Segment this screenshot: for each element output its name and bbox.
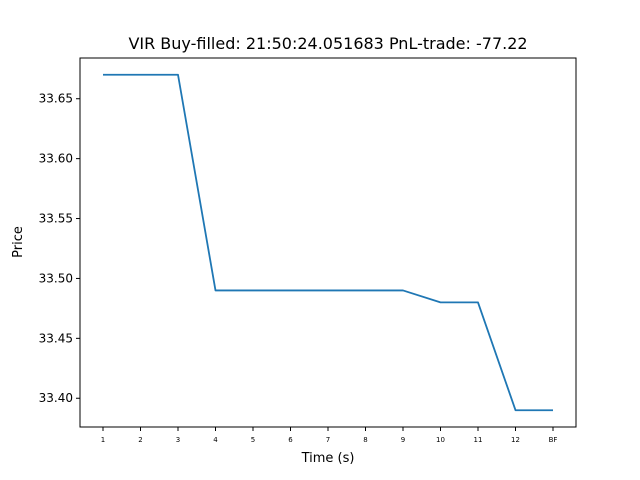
- x-tick-label: 3: [176, 436, 180, 444]
- x-tick-label: 4: [213, 436, 218, 444]
- x-tick-label: 1: [101, 436, 105, 444]
- y-axis-label: Price: [11, 226, 26, 258]
- x-tick-label: 6: [288, 436, 293, 444]
- x-axis-ticks: 1 2 3 4 5 6 7 8 9 10 11 12 BF: [101, 427, 558, 444]
- y-tick-label: 33.60: [39, 152, 73, 166]
- x-tick-label: 11: [474, 436, 483, 444]
- y-axis-ticks: 33.40 33.45 33.50 33.55 33.60 33.65: [39, 92, 80, 405]
- x-tick-label: 7: [326, 436, 330, 444]
- plot-area: [79, 57, 577, 428]
- x-tick-label: 9: [401, 436, 405, 444]
- y-tick-label: 33.65: [39, 92, 73, 106]
- x-tick-label: 2: [138, 436, 142, 444]
- y-tick-label: 33.40: [39, 391, 73, 405]
- x-tick-label: BF: [549, 436, 558, 444]
- x-tick-label: 5: [251, 436, 255, 444]
- y-tick-label: 33.50: [39, 271, 73, 285]
- x-axis-label: Time (s): [301, 451, 355, 466]
- x-tick-label: 10: [436, 436, 445, 444]
- x-tick-label: 8: [363, 436, 367, 444]
- chart-title: VIR Buy-filled: 21:50:24.051683 PnL-trad…: [128, 34, 527, 53]
- x-tick-label: 12: [511, 436, 520, 444]
- series-layer: [103, 73, 553, 412]
- price-series-line: [103, 73, 553, 412]
- y-tick-label: 33.55: [39, 212, 73, 226]
- y-tick-label: 33.45: [39, 331, 73, 345]
